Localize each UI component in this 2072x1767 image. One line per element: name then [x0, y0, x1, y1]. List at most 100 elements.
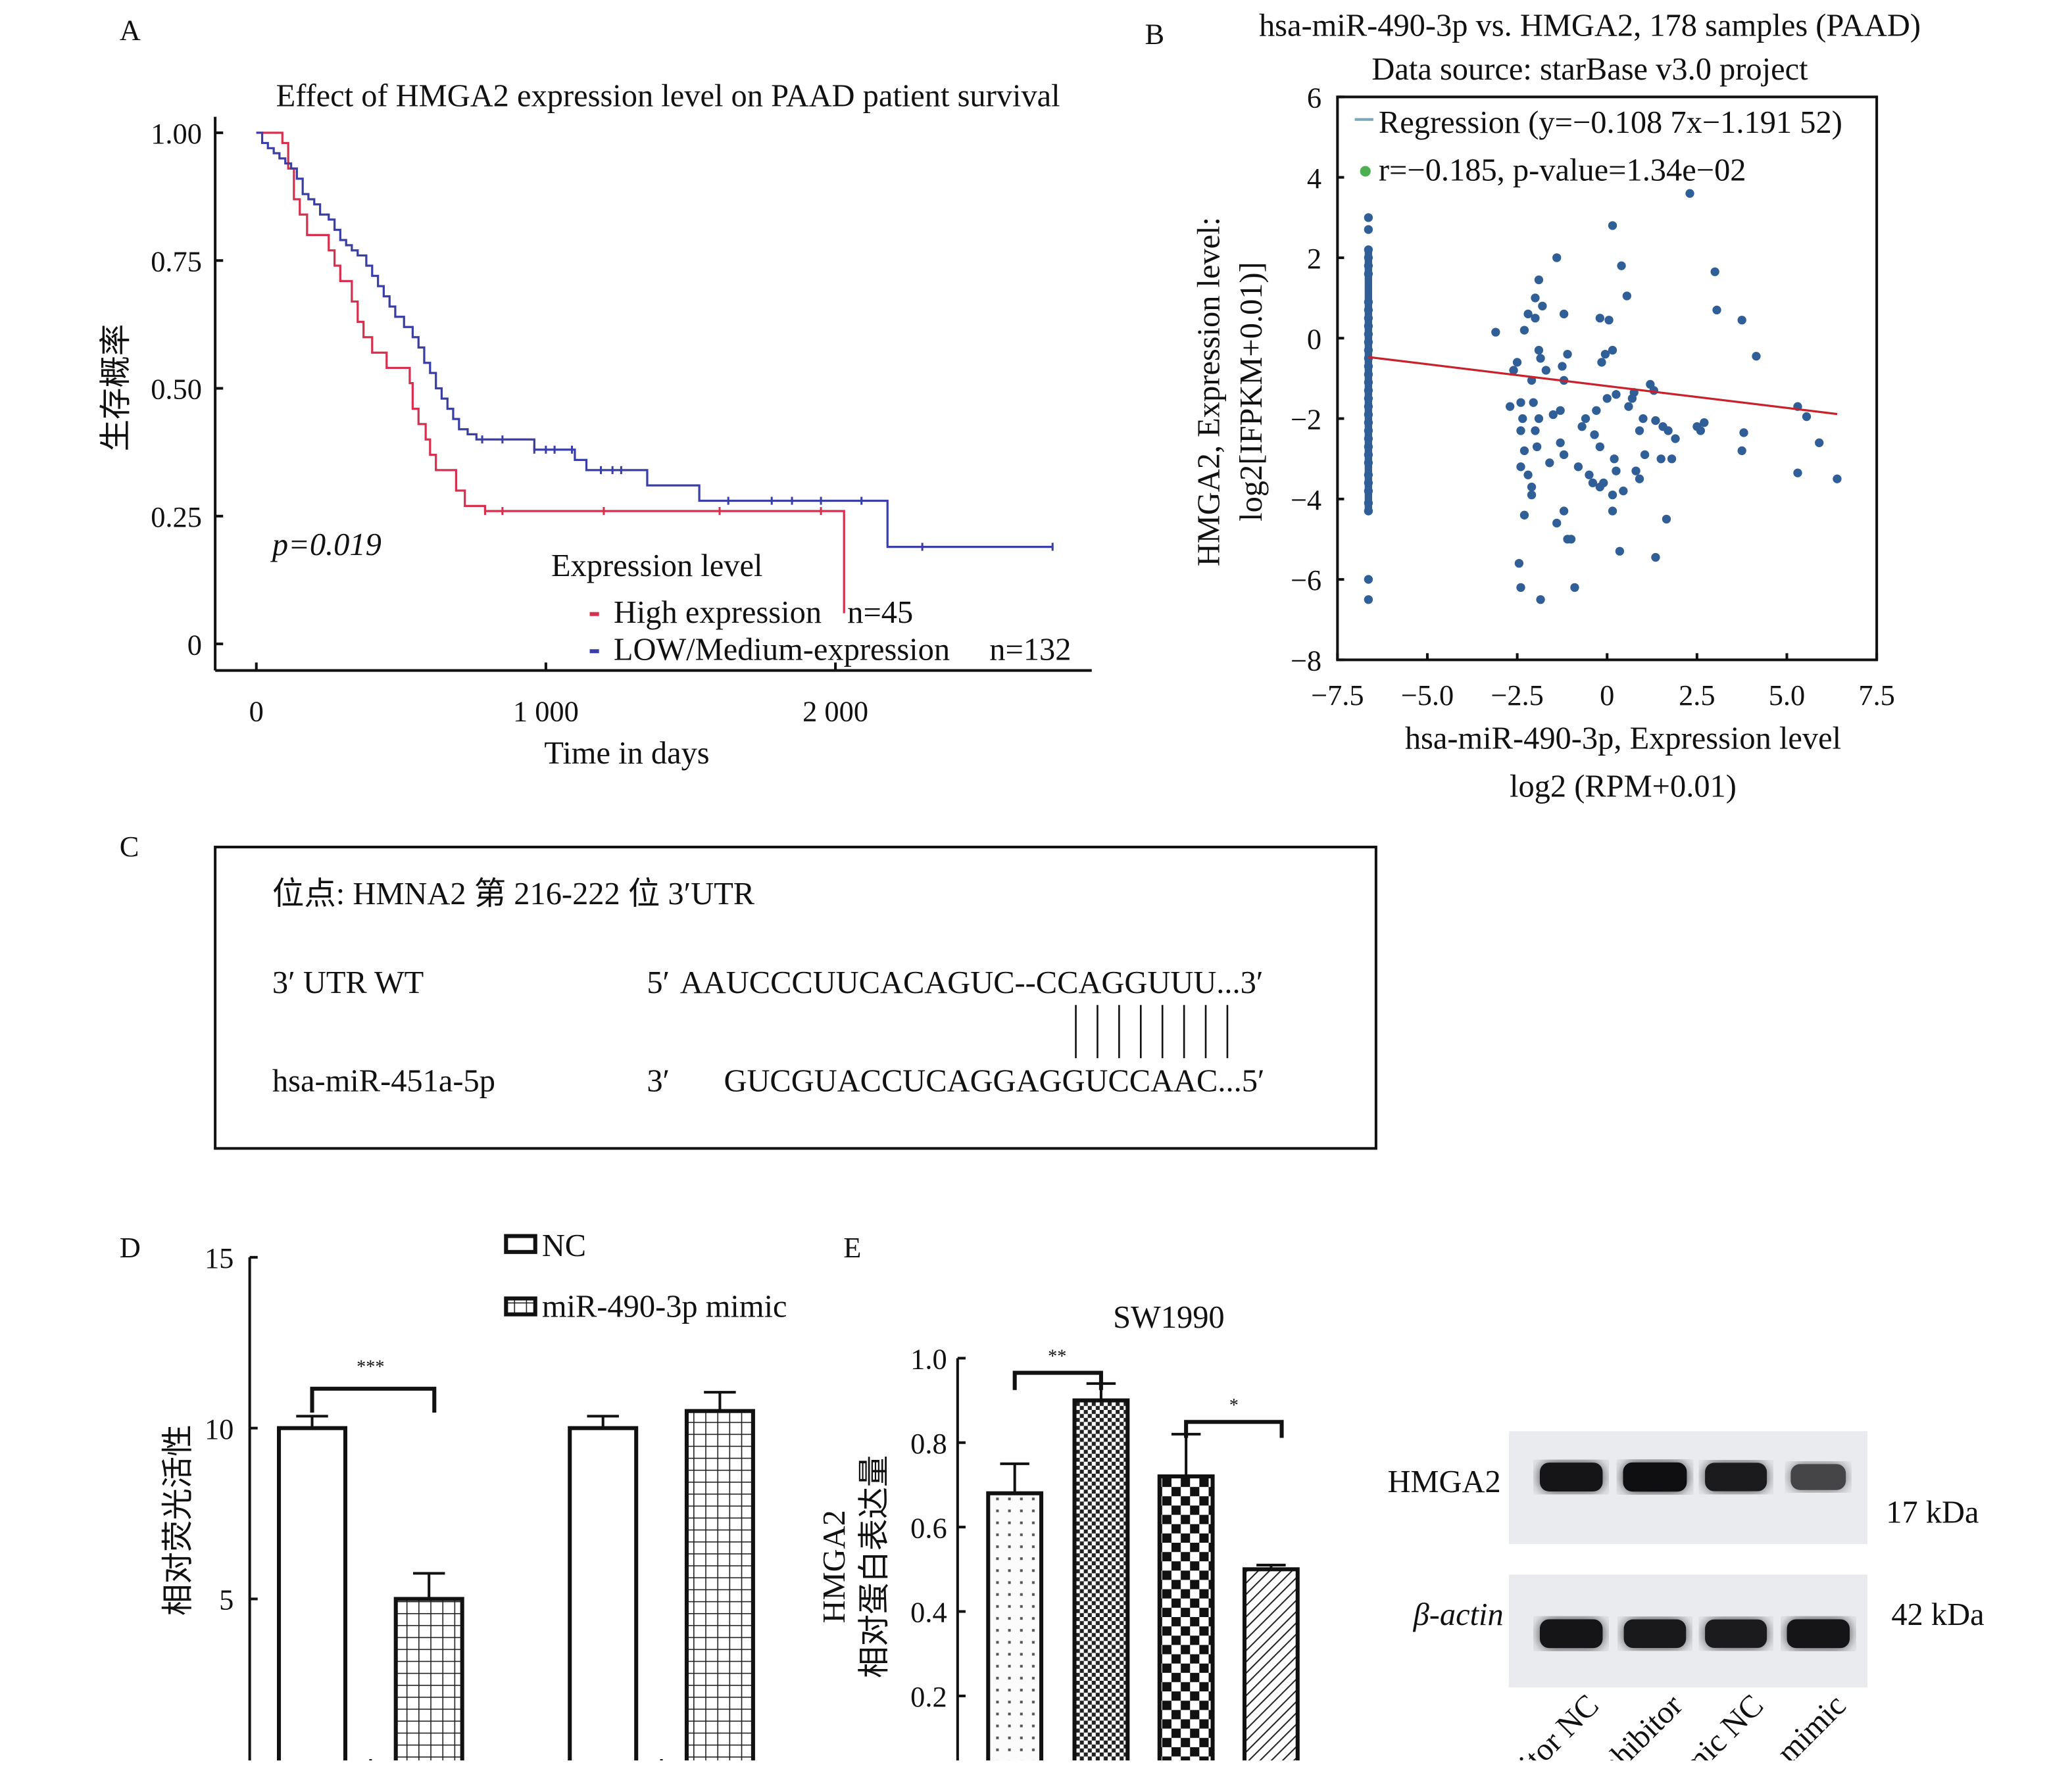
y-tick-label: 0.8: [910, 1427, 947, 1460]
significance-label: *: [1229, 1395, 1239, 1416]
bar-mir-490-3p-mimic-mut: [684, 1409, 755, 1767]
y-tick-label: 1.0: [910, 1342, 947, 1375]
wt-row-name: 3′ UTR WT: [272, 965, 424, 1000]
scatter-point: [1700, 418, 1709, 427]
survival-curve-low: [256, 132, 1053, 548]
scatter-point: [1662, 514, 1671, 524]
legend-nc-swatch: [504, 1234, 537, 1254]
scatter-point: [1590, 430, 1599, 439]
scatter-point: [1519, 446, 1529, 456]
scatter-point: [1608, 345, 1617, 355]
y-tick-label: 0: [219, 1754, 234, 1760]
scatter-point: [1548, 410, 1558, 420]
scatter-point: [1737, 446, 1746, 456]
chart-a-title: Effect of HMGA2 expression level on PAAD…: [276, 79, 1060, 114]
panel-letter-a: A: [120, 14, 141, 47]
scatter-point: [1604, 316, 1614, 325]
scatter-point: [1552, 518, 1562, 528]
scatter-point: [1552, 253, 1562, 262]
scatter-point: [1527, 490, 1537, 500]
scatter-point: [1664, 426, 1673, 435]
wt-row-prefix: 5′: [647, 965, 670, 1000]
scatter-point: [1566, 535, 1576, 544]
y-tick-label: 0: [1307, 322, 1321, 355]
scatter-point: [1597, 358, 1606, 367]
scatter-point: [1505, 402, 1515, 411]
scatter-point: [1710, 267, 1719, 276]
legend-stats-marker: [1360, 166, 1371, 177]
scatter-point: [1619, 486, 1628, 496]
scatter-point: [1612, 466, 1621, 475]
x-tick-label: 0: [1600, 679, 1614, 712]
y-tick-label: 1.00: [151, 117, 202, 150]
x-tick-label: −7.5: [1311, 679, 1364, 712]
scatter-point: [1631, 466, 1640, 475]
survival-curve-high: [256, 132, 845, 614]
legend-item-low: LOW/Medium-expression n=132: [589, 632, 1072, 667]
legend-mimic-label: miR-490-3p mimic: [542, 1290, 787, 1324]
scatter-point: [1534, 275, 1544, 285]
scatter-point: [1651, 416, 1660, 425]
scatter-point: [1617, 261, 1626, 270]
x-tick-label: 0: [249, 694, 264, 727]
legend-nc-label: NC: [542, 1228, 586, 1263]
binding-site-label: 位点: HMNA2 第 216-222 位 3′UTR: [272, 877, 755, 911]
scatter-point: [1558, 362, 1567, 371]
scatter-point: [1364, 595, 1373, 604]
y-tick-label: −2: [1291, 403, 1321, 436]
bar-mir-490-3p-mimic-wt: [393, 1597, 464, 1767]
scatter-point: [1608, 490, 1617, 500]
scatter-point: [1739, 428, 1748, 437]
legend-n-low: n=132: [989, 632, 1071, 667]
x-tick-label: 5.0: [1769, 679, 1806, 712]
scatter-point: [1514, 558, 1524, 568]
scatter-point: [1536, 595, 1545, 604]
scatter-point: [1608, 221, 1617, 230]
scatter-point: [1815, 438, 1824, 447]
scatter-point: [1737, 316, 1746, 325]
legend-label-high: High expression: [614, 595, 822, 630]
blot-band: [1705, 1463, 1767, 1491]
scatter-point: [1573, 462, 1583, 472]
scatter-point: [1577, 422, 1587, 431]
scatter-point: [1523, 309, 1533, 319]
legend-label-low: LOW/Medium-expression: [614, 632, 950, 667]
lane-label: inhibitor NC: [1466, 1688, 1606, 1760]
scatter-point: [1491, 327, 1500, 337]
scatter-point: [1563, 349, 1572, 359]
legend-stats-label: r=−0.185, p-value=1.34e−02: [1379, 153, 1746, 188]
bar-mir-490-3p-mimic: [1242, 1567, 1300, 1767]
scatter-point: [1651, 552, 1660, 562]
scatter-point: [1685, 189, 1694, 198]
x-tick-label: 7.5: [1858, 679, 1895, 712]
legend-regression: Regression (y=−0.108 7x−1.191 52): [1354, 105, 1842, 140]
scatter-point: [1600, 349, 1610, 359]
scatter-point: [1793, 468, 1802, 477]
scatter-point: [1545, 458, 1554, 468]
y-tick-label: 0.6: [910, 1511, 947, 1544]
y-tick-label: 0: [187, 628, 202, 661]
significance-label: ***: [357, 1357, 384, 1378]
survival-chart: Effect of HMGA2 expression level on PAAD…: [99, 79, 1092, 771]
blot-band: [1623, 1619, 1687, 1649]
scatter-point: [1635, 474, 1644, 483]
western-blot: HMGA2 17 kDa β-actin 42 kDa inhibitor NC…: [1387, 1431, 1985, 1767]
scatter-point: [1523, 470, 1533, 479]
scatter-point: [1588, 478, 1598, 487]
scatter-point-strip: [1364, 247, 1372, 514]
scatter-point: [1599, 478, 1608, 487]
scatter-point: [1509, 366, 1518, 375]
y-tick-label: 10: [205, 1413, 234, 1445]
wb-size-hmga2: 17 kDa: [1886, 1495, 1979, 1530]
y-tick-label: 2: [1307, 242, 1321, 275]
legend-title: Expression level: [551, 548, 763, 583]
scatter-point: [1536, 354, 1545, 363]
scatter-point: [1534, 345, 1544, 355]
protein-bar-chart: SW1990 HMGA2 相对蛋白表达量 00.20.40.60.81.0 in…: [817, 1300, 1300, 1767]
bar-mir-490-3p-inhibitor: [1072, 1398, 1130, 1767]
scatter-point: [1656, 454, 1665, 464]
legend-item-high: High expression n=45: [589, 595, 913, 630]
scatter-point: [1581, 414, 1591, 424]
scatter-point: [1531, 293, 1540, 303]
